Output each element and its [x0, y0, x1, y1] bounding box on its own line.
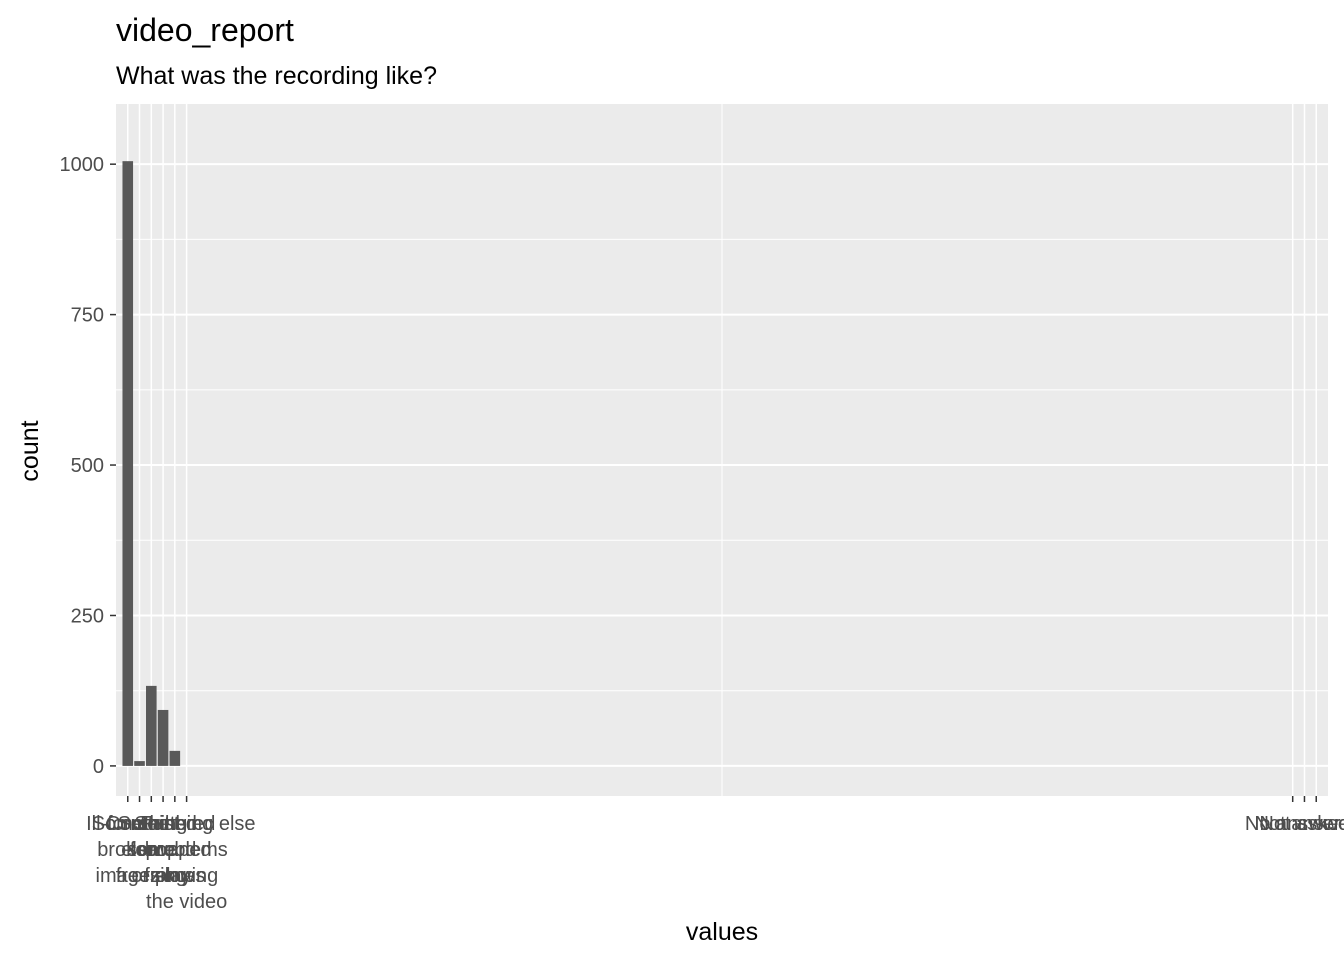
- bar: [146, 685, 157, 766]
- y-tick-label: 0: [93, 756, 104, 778]
- chart-title: video_report: [116, 12, 294, 48]
- x-tick-label: Stuttered dropped frames: [134, 813, 215, 887]
- y-tick-label: 1000: [60, 154, 105, 176]
- x-tick-label: Ill-formed broken images: [86, 813, 169, 887]
- bar: [169, 750, 181, 766]
- y-axis-title: count: [16, 420, 44, 481]
- y-tick-label: 250: [71, 605, 104, 627]
- bar: [134, 761, 145, 766]
- x-tick-label: Not answered: [1255, 813, 1344, 835]
- bar: [122, 161, 134, 766]
- y-axis: 0 250 500 750 1000: [60, 154, 116, 778]
- x-axis-title: values: [686, 918, 758, 946]
- x-tick-label: Something else: [92, 813, 188, 861]
- x-tick-label: Contained some freezing: [106, 813, 197, 887]
- bar: [157, 709, 169, 766]
- y-tick-label: 750: [71, 305, 104, 327]
- y-tick-label: 500: [71, 455, 104, 477]
- x-tick-label: Not asked: [1259, 813, 1344, 835]
- x-tick-label: No answer: [1245, 813, 1341, 835]
- x-tick-label: Fast-forward or slow: [130, 813, 197, 887]
- bars: [122, 161, 181, 766]
- x-tick-label: Something else problems playing the video: [118, 813, 256, 913]
- chart-subtitle: What was the recording like?: [116, 62, 437, 90]
